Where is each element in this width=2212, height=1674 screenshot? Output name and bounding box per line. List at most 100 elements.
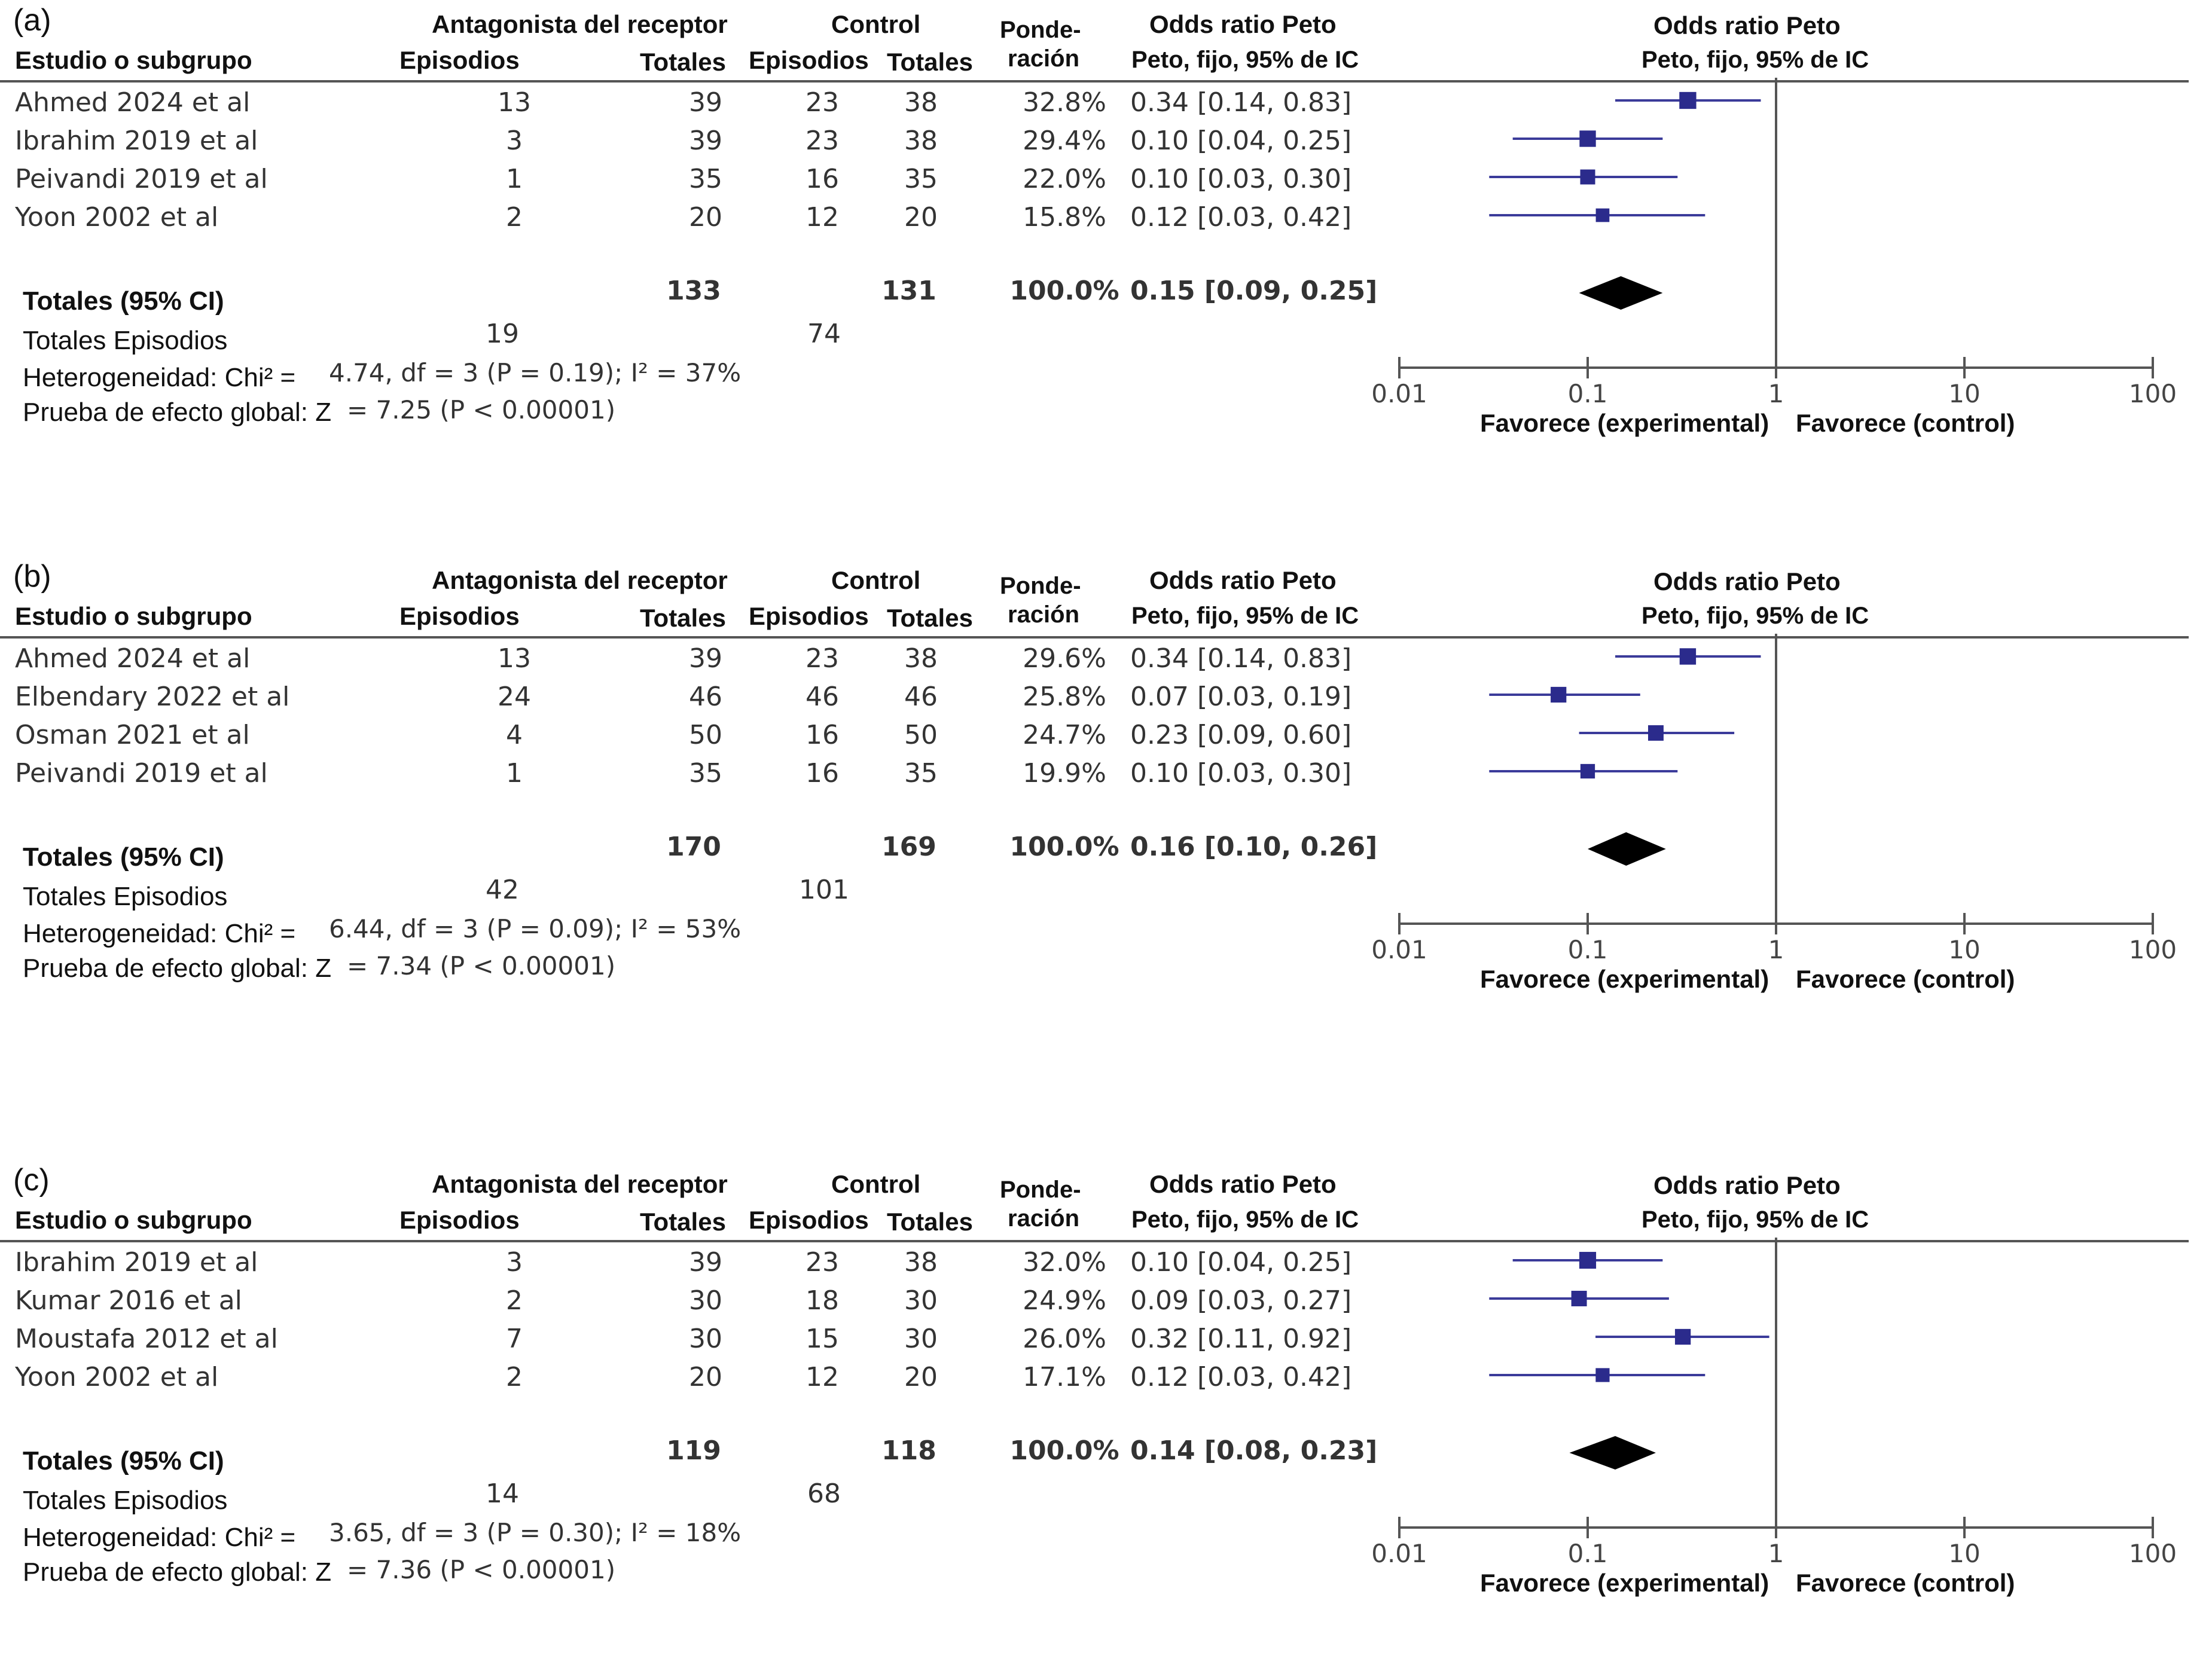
experimental-total: 30 xyxy=(689,1285,722,1316)
control-group-header: Control xyxy=(831,1170,921,1198)
control-events: 23 xyxy=(806,1247,839,1278)
x-axis-tick-label: 100 xyxy=(2129,1539,2177,1568)
study-weight: 29.6% xyxy=(1023,643,1106,674)
x-axis-tick-label: 0.1 xyxy=(1568,935,1608,964)
header-divider xyxy=(0,636,2189,639)
study-weight: 32.8% xyxy=(1023,87,1106,118)
experimental-total: 46 xyxy=(689,682,722,712)
experimental-events: 13 xyxy=(498,87,531,118)
odds-ratio-header: Odds ratio Peto xyxy=(1149,1170,1337,1198)
study-name: Yoon 2002 et al xyxy=(15,202,219,233)
control-total: 38 xyxy=(904,1247,938,1278)
weight-header-2: ración xyxy=(1008,45,1080,72)
totals-control: 169 xyxy=(881,832,936,862)
x-axis-tick-label: 10 xyxy=(1948,935,1980,964)
study-name: Ibrahim 2019 et al xyxy=(15,126,258,156)
study-name: Kumar 2016 et al xyxy=(15,1285,242,1316)
odds-ratio-subheader: Peto, fijo, 95% de IC xyxy=(1131,603,1359,629)
weight-header-1: Ponde- xyxy=(1000,573,1081,599)
study-name: Osman 2021 et al xyxy=(15,720,250,750)
study-name: Peivandi 2019 et al xyxy=(15,758,268,789)
experimental-events: 2 xyxy=(506,1362,523,1392)
odds-ratio-subheader: Peto, fijo, 95% de IC xyxy=(1131,1206,1359,1233)
forest-plot-a: 0.01 0.1 1 10 100 xyxy=(1371,78,2177,408)
forest-panel-b: (b) Antagonista del receptor Control Ponde-… xyxy=(0,556,2212,1070)
favours-experimental-label: Favorece (experimental) xyxy=(1480,965,1769,993)
total-events-control: 74 xyxy=(807,319,841,349)
experimental-totals-header: Totales xyxy=(640,604,726,632)
plot-title: Odds ratio Peto xyxy=(1653,1171,1841,1199)
control-total: 38 xyxy=(904,87,938,118)
control-events: 23 xyxy=(806,643,839,674)
plot-title: Odds ratio Peto xyxy=(1653,567,1841,595)
overall-effect-label: Prueba de efecto global: Z xyxy=(23,954,332,983)
study-name: Ahmed 2024 et al xyxy=(15,643,251,674)
control-events: 16 xyxy=(806,720,839,750)
control-events: 12 xyxy=(806,1362,839,1392)
odds-ratio-header: Odds ratio Peto xyxy=(1149,10,1337,38)
totals-odds-ratio: 0.14 [0.08, 0.23] xyxy=(1130,1435,1378,1466)
total-events-control: 101 xyxy=(799,875,849,905)
pooled-diamond xyxy=(1588,832,1666,866)
study-marker xyxy=(1579,130,1596,147)
totals-experimental: 170 xyxy=(666,832,721,862)
study-odds-ratio: 0.09 [0.03, 0.27] xyxy=(1130,1285,1352,1316)
control-events: 15 xyxy=(806,1324,839,1354)
study-weight: 25.8% xyxy=(1023,682,1106,712)
control-events: 46 xyxy=(806,682,839,712)
heterogeneity-value: 6.44, df = 3 (P = 0.09); I² = 53% xyxy=(329,914,742,943)
control-events: 16 xyxy=(806,164,839,194)
study-odds-ratio: 0.10 [0.04, 0.25] xyxy=(1130,126,1352,156)
experimental-total: 35 xyxy=(689,758,722,789)
control-events: 18 xyxy=(806,1285,839,1316)
study-marker xyxy=(1679,648,1697,665)
weight-header-2: ración xyxy=(1008,1205,1080,1232)
panel-label: (b) xyxy=(13,559,51,594)
study-column-header: Estudio o subgrupo xyxy=(15,46,252,74)
study-name: Ibrahim 2019 et al xyxy=(15,1247,258,1278)
control-events-header: Episodios xyxy=(749,46,869,74)
weight-header-2: ración xyxy=(1008,601,1080,628)
panel-label: (c) xyxy=(13,1163,50,1198)
experimental-total: 35 xyxy=(689,164,722,194)
control-totals-header: Totales xyxy=(887,604,973,632)
study-weight: 24.7% xyxy=(1023,720,1106,750)
control-total: 30 xyxy=(904,1285,938,1316)
x-axis-tick-label: 0.01 xyxy=(1371,379,1427,408)
weight-header-1: Ponde- xyxy=(1000,17,1081,43)
totals-control: 131 xyxy=(881,276,936,306)
heterogeneity-label: Heterogeneidad: Chi² = xyxy=(23,1523,296,1552)
control-events: 12 xyxy=(806,202,839,233)
experimental-events: 2 xyxy=(506,1285,523,1316)
study-weight: 26.0% xyxy=(1023,1324,1106,1354)
plot-title: Odds ratio Peto xyxy=(1653,11,1841,39)
study-odds-ratio: 0.23 [0.09, 0.60] xyxy=(1130,720,1352,750)
totals-weight: 100.0% xyxy=(1009,1435,1119,1466)
total-events-experimental: 19 xyxy=(486,319,519,349)
experimental-total: 30 xyxy=(689,1324,722,1354)
study-weight: 24.9% xyxy=(1023,1285,1106,1316)
study-name: Elbendary 2022 et al xyxy=(15,682,290,712)
pooled-diamond xyxy=(1579,276,1663,310)
x-axis-tick-label: 1 xyxy=(1768,935,1784,964)
total-events-label: Totales Episodios xyxy=(23,882,228,911)
totals-experimental: 119 xyxy=(666,1435,721,1466)
totals-weight: 100.0% xyxy=(1009,276,1119,306)
favours-experimental-label: Favorece (experimental) xyxy=(1480,1569,1769,1597)
x-axis-tick-label: 10 xyxy=(1948,1539,1980,1568)
study-name: Moustafa 2012 et al xyxy=(15,1324,278,1354)
x-axis-tick-label: 0.1 xyxy=(1568,1539,1608,1568)
experimental-events-header: Episodios xyxy=(399,46,520,74)
study-name: Peivandi 2019 et al xyxy=(15,164,268,194)
control-events-header: Episodios xyxy=(749,1206,869,1234)
total-events-control: 68 xyxy=(807,1479,841,1509)
control-total: 46 xyxy=(904,682,938,712)
totals-odds-ratio: 0.15 [0.09, 0.25] xyxy=(1130,276,1378,306)
experimental-total: 20 xyxy=(689,1362,722,1392)
experimental-total: 20 xyxy=(689,202,722,233)
control-events: 23 xyxy=(806,126,839,156)
totals-odds-ratio: 0.16 [0.10, 0.26] xyxy=(1130,832,1378,862)
experimental-totals-header: Totales xyxy=(640,1208,726,1236)
study-odds-ratio: 0.34 [0.14, 0.83] xyxy=(1130,87,1352,118)
favours-control-label: Favorece (control) xyxy=(1796,1569,2015,1597)
